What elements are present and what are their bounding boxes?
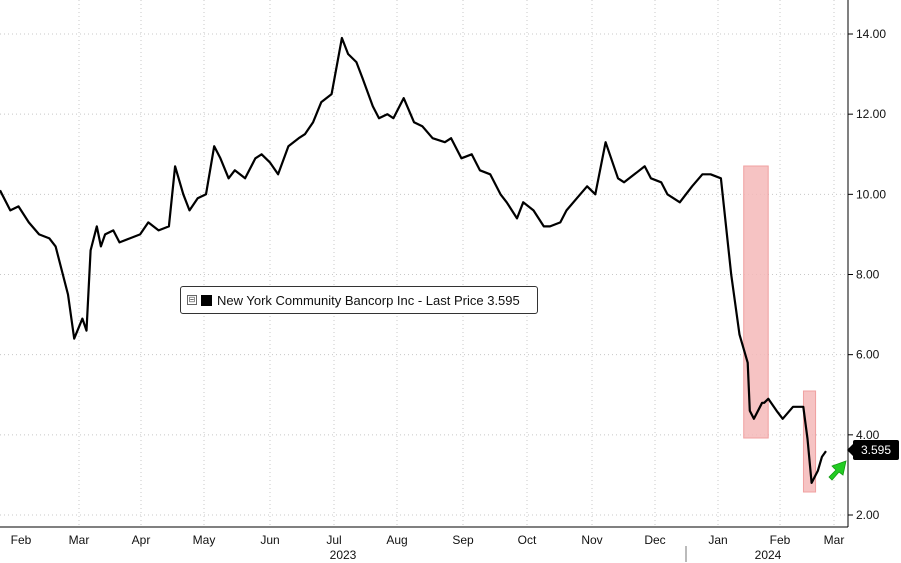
x-tick-label: Jan	[708, 533, 727, 547]
x-tick-label: Nov	[581, 533, 602, 547]
y-tick-label: 8.00	[856, 268, 880, 282]
y-tick-label: 10.00	[856, 187, 886, 201]
legend[interactable]: ⊟ New York Community Bancorp Inc - Last …	[180, 286, 538, 314]
grid	[0, 0, 848, 527]
legend-swatch	[201, 294, 212, 306]
highlight-bands	[743, 165, 817, 493]
x-tick-label: Mar	[824, 533, 845, 547]
up-arrow-icon	[828, 460, 847, 481]
year-label: 2023	[330, 548, 357, 562]
year-label: 2024	[755, 548, 782, 562]
x-tick-label: Dec	[644, 533, 665, 547]
x-tick-label: Jun	[260, 533, 279, 547]
x-tick-label: Sep	[452, 533, 474, 547]
y-tick-label: 12.00	[856, 107, 886, 121]
x-tick-label: Oct	[518, 533, 537, 547]
x-tick-label: May	[193, 533, 216, 547]
y-tick-label: 2.00	[856, 508, 880, 522]
last-price-badge: 3.595	[847, 440, 899, 460]
x-tick-label: Aug	[386, 533, 407, 547]
highlight-band	[802, 390, 817, 493]
x-tick-label: Apr	[132, 533, 151, 547]
price-line	[0, 36, 827, 484]
highlight-band	[743, 165, 769, 439]
x-tick-label: Feb	[11, 533, 32, 547]
x-tick-label: Jul	[326, 533, 341, 547]
series-line	[0, 36, 827, 484]
y-tick-label: 4.00	[856, 428, 880, 442]
legend-label: New York Community Bancorp Inc - Last Pr…	[217, 292, 520, 308]
x-tick-label: Mar	[69, 533, 90, 547]
y-tick-label: 14.00	[856, 27, 886, 41]
up-arrow-icon	[828, 460, 847, 481]
y-tick-label: 6.00	[856, 348, 880, 362]
x-tick-label: Feb	[770, 533, 791, 547]
collapse-icon[interactable]: ⊟	[187, 295, 197, 305]
